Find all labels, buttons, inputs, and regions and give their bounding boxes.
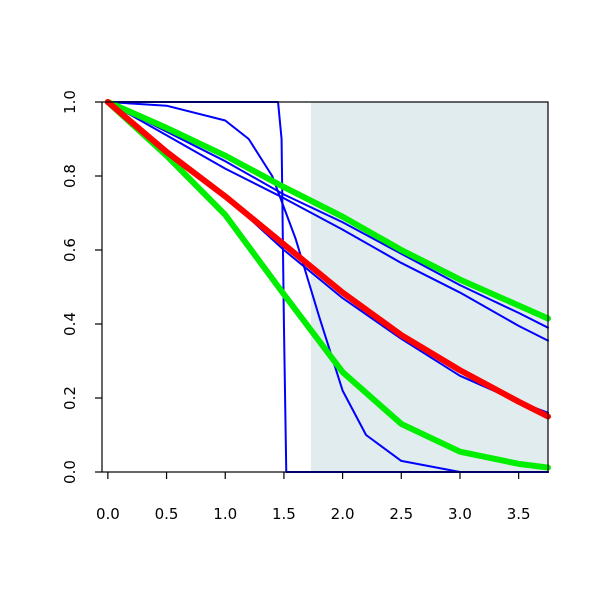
shaded-region-layer — [310, 102, 548, 472]
series-line-4 — [106, 101, 549, 329]
shaded-region — [310, 102, 548, 472]
y-tick-label: 0.0 — [61, 460, 79, 484]
x-tick-label: 0.0 — [96, 505, 120, 523]
x-tick-label: 1.0 — [213, 505, 237, 523]
x-tick-label: 1.5 — [272, 505, 296, 523]
plot-frame — [101, 101, 549, 473]
x-tick-label: 2.0 — [331, 505, 355, 523]
x-tick-label: 3.0 — [448, 505, 472, 523]
series-line-5 — [106, 101, 549, 342]
series-line-9 — [104, 99, 551, 420]
y-tick-label: 0.6 — [61, 238, 79, 262]
y-tick-label: 0.8 — [61, 164, 79, 188]
y-tick-label: 0.4 — [61, 312, 79, 336]
y-tick-label: 1.0 — [61, 90, 79, 114]
axes-layer: 0.0 0.5 1.0 1.5 2.0 2.5 3.0 3.5 0.0 0.2 0.4 0.6 0.8 1… — [61, 90, 549, 523]
x-tick-label: 0.5 — [155, 505, 179, 523]
y-tick-label: 0.2 — [61, 386, 79, 410]
series-line-7 — [104, 99, 551, 322]
series-line-2 — [106, 101, 549, 473]
x-tick-label: 3.5 — [507, 505, 531, 523]
x-tick-label: 2.5 — [389, 505, 413, 523]
series-layer — [104, 99, 551, 473]
series-line-8 — [104, 99, 551, 471]
